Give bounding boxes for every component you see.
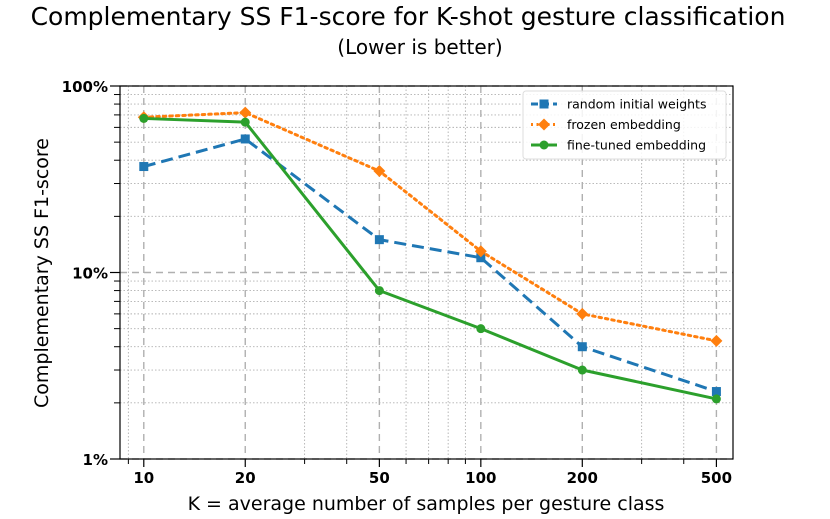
legend-marker-2 [539, 140, 549, 150]
data-point-series-2 [374, 286, 384, 296]
data-point-series-0 [240, 134, 250, 144]
series-line-0 [143, 137, 717, 393]
series [137, 106, 723, 404]
legend-box [522, 90, 727, 160]
x-tick-label: 200 [567, 469, 598, 487]
y-tick-label: 10% [72, 265, 108, 283]
legend-label-1: frozen embedding [567, 117, 681, 132]
x-tick-label: 50 [369, 469, 390, 487]
series-line-1 [142, 111, 718, 343]
data-point-series-0 [374, 235, 384, 245]
data-point-series-2 [476, 324, 486, 334]
data-point-series-0 [711, 387, 721, 397]
x-tick-label: 20 [235, 469, 256, 487]
series-line-2 [143, 116, 717, 401]
x-tick-label: 500 [701, 469, 732, 487]
data-point-series-1 [373, 165, 386, 178]
legend: random initial weights frozen embedding fi… [522, 90, 727, 160]
legend-marker-0 [539, 99, 549, 109]
legend-label-0: random initial weights [567, 97, 706, 112]
y-tick-label: 1% [83, 451, 108, 469]
x-tick-label: 10 [133, 469, 154, 487]
x-axis-label: K = average number of samples per gestur… [188, 493, 665, 515]
legend-label-2: fine-tuned embedding [567, 138, 706, 153]
data-point-series-0 [139, 162, 149, 172]
data-point-series-0 [577, 342, 587, 352]
y-axis-label: Complementary SS F1-score [31, 138, 53, 408]
x-tick-label: 100 [465, 469, 496, 487]
chart-subtitle: (Lower is better) [337, 35, 502, 59]
data-point-series-1 [239, 106, 252, 119]
data-point-series-0 [476, 253, 486, 263]
data-point-series-1 [474, 245, 487, 258]
data-point-series-2 [577, 365, 587, 375]
data-point-series-2 [711, 394, 721, 404]
data-point-series-2 [139, 113, 149, 123]
legend-marker-1 [538, 118, 550, 131]
chart-title: Complementary SS F1-score for K-shot ges… [31, 2, 786, 31]
y-tick-label: 100% [62, 78, 108, 96]
data-point-series-1 [576, 307, 589, 320]
data-point-series-1 [710, 334, 723, 347]
data-point-series-2 [240, 117, 250, 127]
axes: 10 20 50 100 200 500 1% 10% 100% [62, 78, 734, 487]
